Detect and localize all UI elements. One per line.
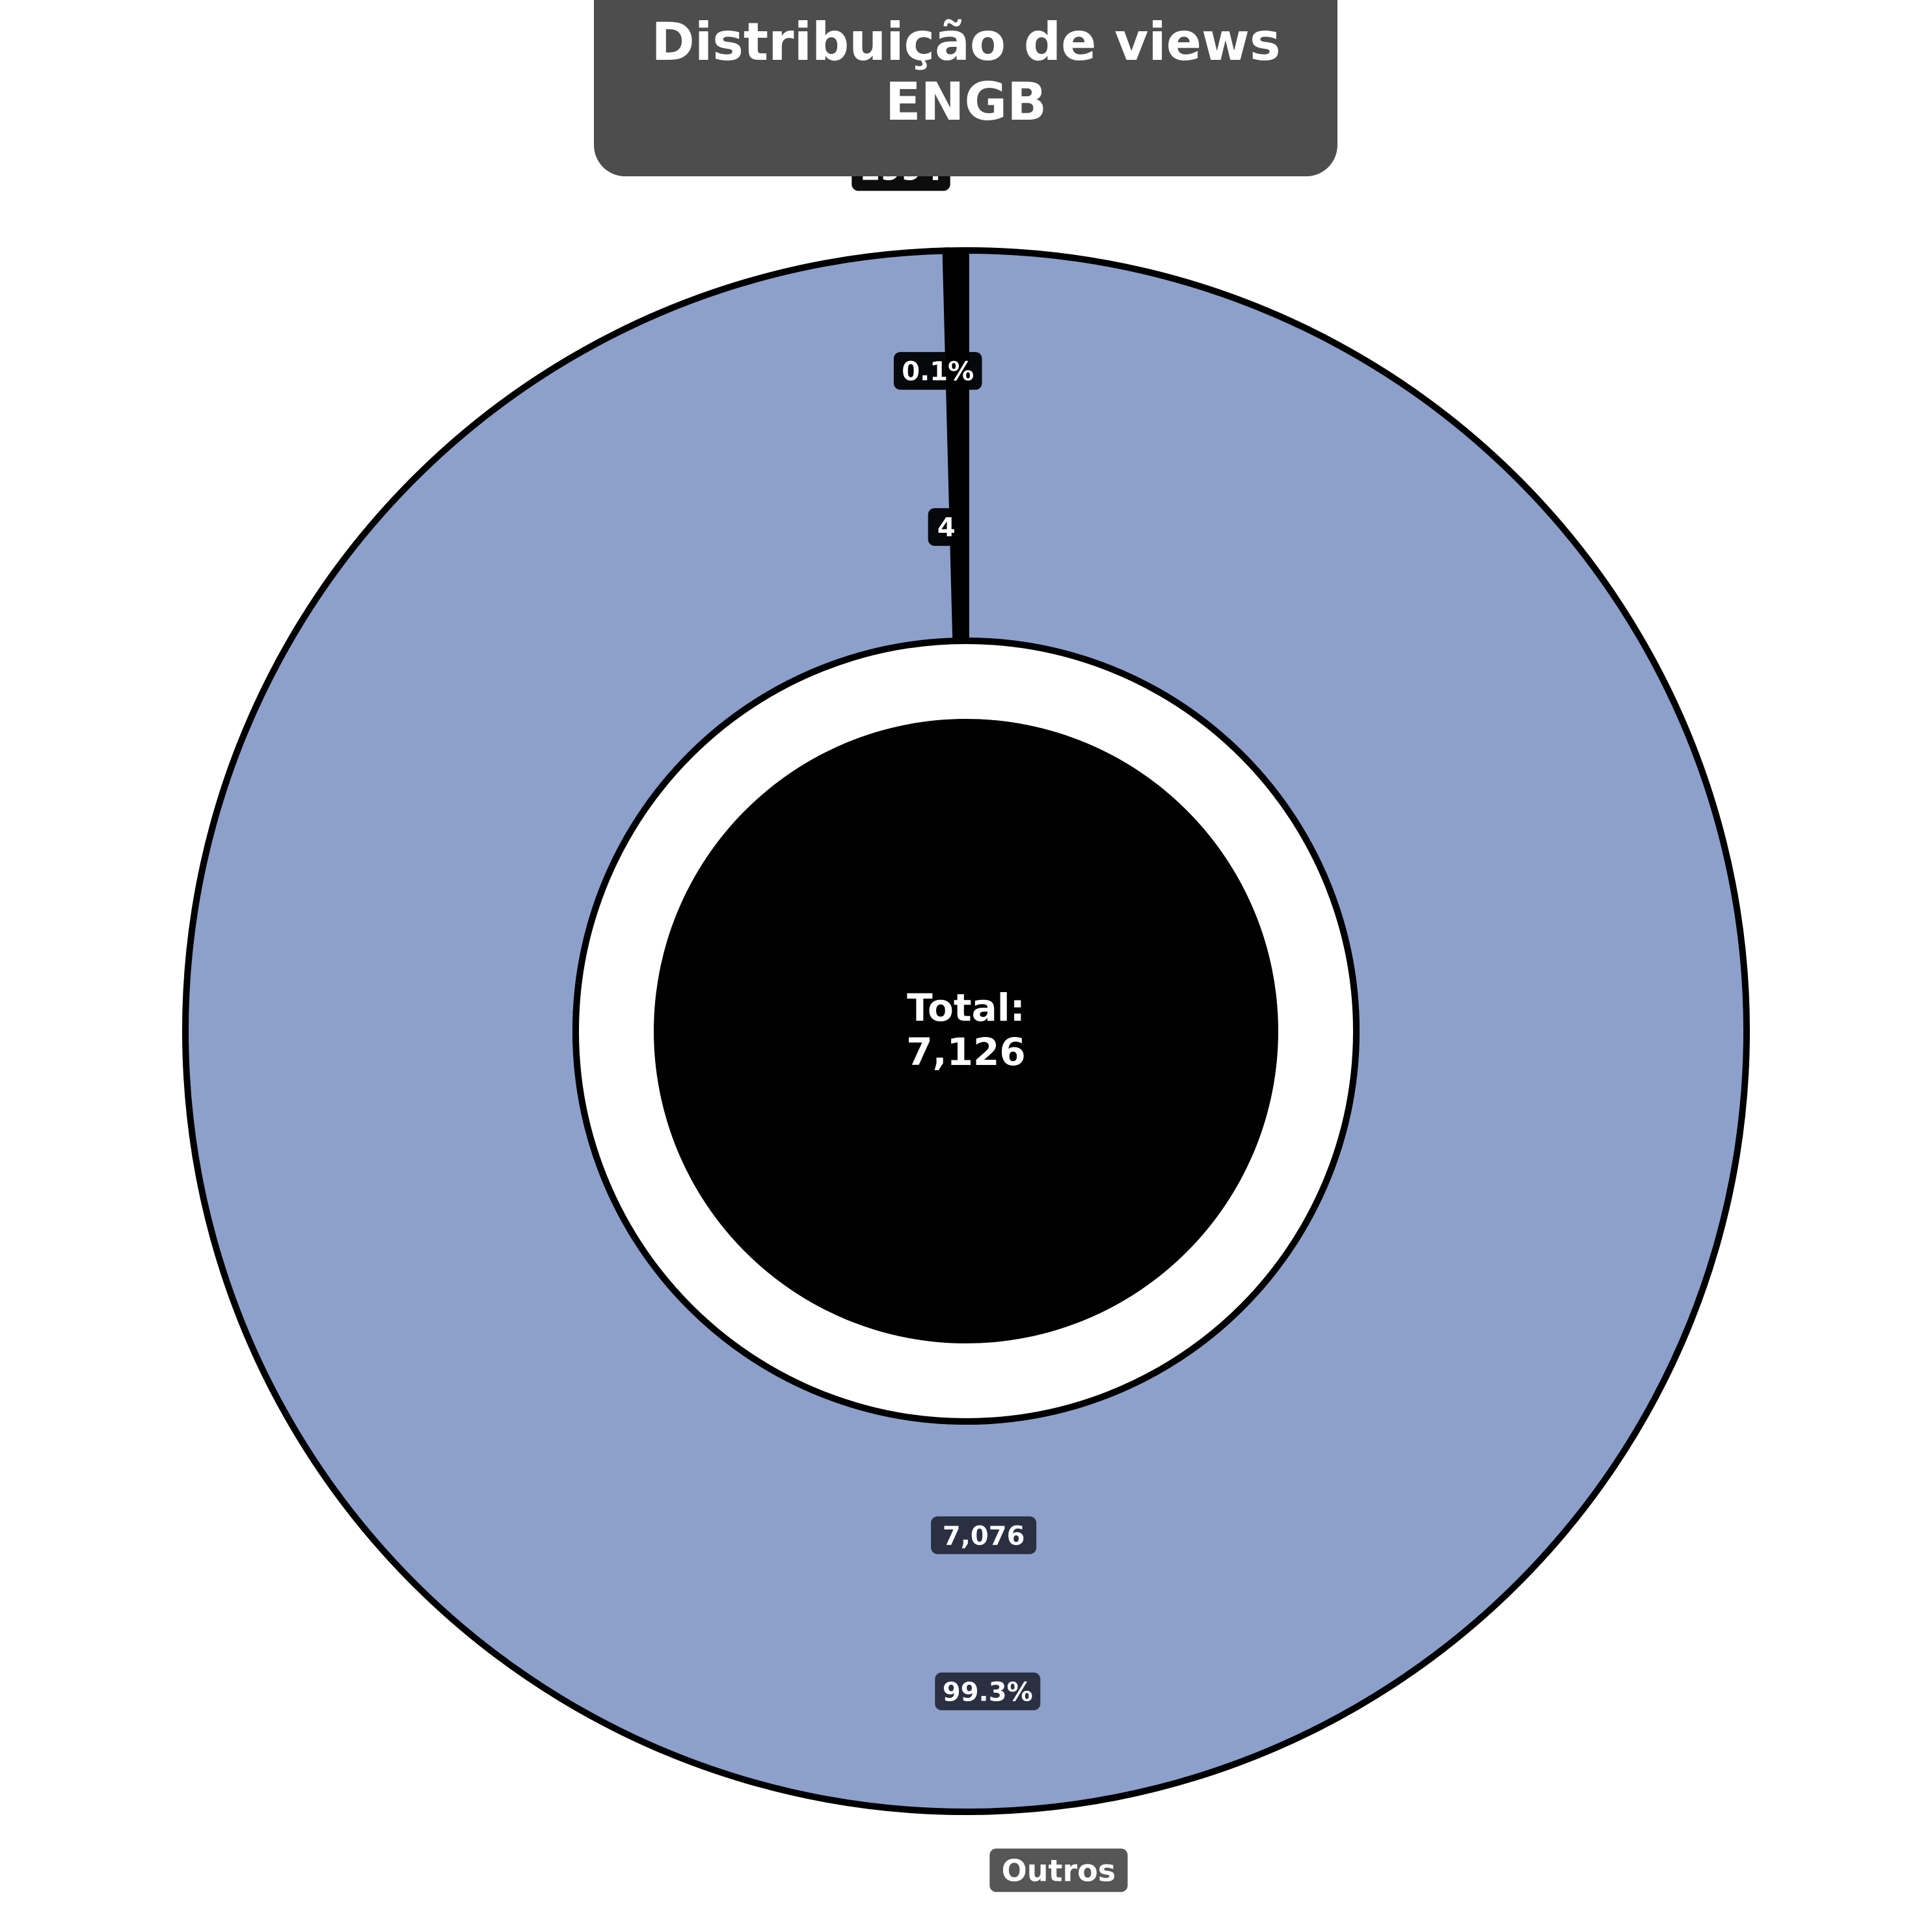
category-label-text: Outros bbox=[1002, 1853, 1116, 1888]
title-line: Distribuição de views bbox=[651, 12, 1280, 72]
percent-label: 99.3% bbox=[935, 1672, 1041, 1710]
percent-label: 0.1% bbox=[893, 352, 982, 390]
category-label-box bbox=[989, 1848, 1128, 1892]
value-label: 7,076 bbox=[931, 1516, 1037, 1554]
value-label-text: 7,076 bbox=[943, 1521, 1025, 1551]
percent-label-text: 0.1% bbox=[902, 357, 974, 386]
percent-label-box bbox=[893, 352, 982, 390]
value-label-box bbox=[931, 1516, 1037, 1554]
title-box bbox=[594, 0, 1337, 176]
percent-label-box bbox=[935, 1672, 1041, 1710]
center-disc bbox=[654, 719, 1278, 1343]
title-line: ENGB bbox=[885, 72, 1047, 132]
total-value: 7,126 bbox=[906, 1030, 1025, 1074]
total-label: Total: bbox=[907, 986, 1025, 1030]
title-text: Distribuição de views ENGB bbox=[651, 12, 1280, 132]
value-label-box bbox=[928, 508, 965, 546]
value-label: 4 bbox=[928, 508, 965, 546]
value-label-text: 4 bbox=[937, 513, 956, 543]
percent-label-text: 99.3% bbox=[943, 1677, 1033, 1707]
chart-title: Distribuição de views ENGB bbox=[594, 0, 1337, 176]
category-label: Outros bbox=[989, 1848, 1128, 1892]
